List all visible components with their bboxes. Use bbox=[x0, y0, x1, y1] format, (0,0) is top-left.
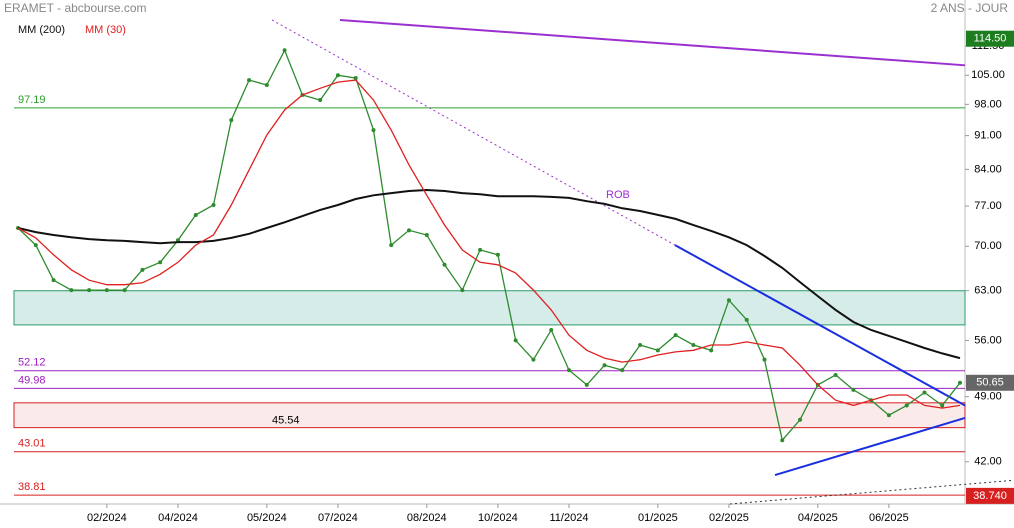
price-point bbox=[958, 380, 962, 385]
y-tick-label: 91.00 bbox=[974, 130, 1002, 142]
price-point bbox=[531, 357, 536, 362]
x-tick-label: 07/2024 bbox=[318, 512, 358, 524]
price-point bbox=[495, 252, 500, 257]
price-point bbox=[584, 382, 589, 387]
low-label-box bbox=[966, 487, 1014, 504]
last-price-text: 50.65 bbox=[976, 377, 1004, 389]
price-point bbox=[51, 278, 56, 283]
price-point bbox=[442, 262, 447, 267]
x-tick-label: 04/2024 bbox=[158, 512, 198, 524]
price-point bbox=[798, 417, 803, 422]
price-point bbox=[460, 288, 465, 293]
price-line bbox=[17, 48, 961, 442]
low-label-text: 38.740 bbox=[973, 490, 1007, 502]
price-point bbox=[104, 288, 109, 293]
y-tick-label: 84.00 bbox=[974, 163, 1002, 175]
price-point bbox=[33, 243, 38, 248]
level-label: 43.01 bbox=[18, 438, 46, 450]
x-tick-label: 04/2025 bbox=[798, 512, 838, 524]
price-point bbox=[851, 387, 856, 392]
price-point bbox=[353, 76, 358, 81]
price-point bbox=[407, 228, 412, 233]
x-tick-label: 06/2025 bbox=[869, 512, 909, 524]
price-point bbox=[318, 98, 323, 103]
price-point bbox=[389, 243, 394, 248]
price-point bbox=[940, 403, 945, 408]
price-point bbox=[620, 368, 625, 373]
y-tick-label: 63.00 bbox=[974, 285, 1002, 297]
price-point bbox=[122, 288, 127, 293]
price-point bbox=[211, 202, 216, 207]
x-tick-label: 05/2024 bbox=[247, 512, 287, 524]
price-point bbox=[602, 363, 607, 368]
price-point bbox=[673, 333, 678, 338]
y-tick-label: 105.00 bbox=[971, 69, 1005, 81]
price-point bbox=[709, 348, 714, 353]
legend-entry: MM (30) bbox=[85, 24, 126, 36]
legend-entry: MM (200) bbox=[18, 24, 65, 36]
price-point bbox=[371, 128, 376, 133]
y-tick-label: 49.00 bbox=[974, 391, 1002, 403]
x-tick-label: 10/2024 bbox=[478, 512, 518, 524]
y-tick-label: 98.00 bbox=[974, 98, 1002, 110]
high-label-box bbox=[966, 30, 1014, 47]
price-point bbox=[264, 82, 269, 87]
price-point bbox=[922, 390, 927, 395]
price-point bbox=[513, 338, 518, 343]
level-label: 97.19 bbox=[18, 94, 46, 106]
moving-average bbox=[17, 79, 961, 409]
x-tick-label: 01/2025 bbox=[638, 512, 678, 524]
level-label: 49.98 bbox=[18, 374, 46, 386]
price-point bbox=[193, 212, 198, 217]
zone-label: 45.54 bbox=[272, 415, 300, 427]
price-point bbox=[549, 328, 554, 333]
trendline bbox=[774, 416, 966, 477]
chart-title: ERAMET - abcbourse.com bbox=[4, 1, 147, 15]
price-point bbox=[726, 298, 731, 303]
price-point bbox=[691, 342, 696, 347]
price-point bbox=[69, 288, 74, 293]
price-point bbox=[229, 118, 234, 123]
price-point bbox=[833, 372, 838, 377]
y-tick-label: 70.00 bbox=[974, 240, 1002, 252]
high-label-text: 114.50 bbox=[974, 33, 1007, 45]
price-point bbox=[638, 342, 643, 347]
price-point bbox=[655, 348, 660, 353]
x-tick-label: 02/2024 bbox=[87, 512, 127, 524]
y-tick-label: 56.00 bbox=[974, 334, 1002, 346]
price-point bbox=[904, 403, 909, 408]
y-tick-label: 77.00 bbox=[974, 200, 1002, 212]
chart-subtitle: 2 ANS - JOUR bbox=[931, 1, 1009, 15]
price-point bbox=[335, 73, 340, 78]
trendline-label: ROB bbox=[606, 189, 630, 201]
price-point bbox=[247, 78, 252, 83]
price-point bbox=[566, 368, 571, 373]
y-tick-label: 42.00 bbox=[974, 456, 1002, 468]
price-point bbox=[762, 357, 767, 362]
price-point bbox=[140, 267, 145, 272]
x-tick-label: 02/2025 bbox=[709, 512, 749, 524]
zone bbox=[13, 290, 966, 326]
price-point bbox=[158, 260, 163, 265]
trendline bbox=[674, 244, 966, 407]
x-tick-label: 08/2024 bbox=[407, 512, 447, 524]
level-label: 52.12 bbox=[18, 357, 46, 369]
trendline bbox=[339, 18, 966, 67]
zone bbox=[13, 402, 966, 429]
moving-average bbox=[17, 188, 961, 360]
price-point bbox=[424, 232, 429, 237]
price-point bbox=[478, 247, 483, 252]
price-point bbox=[87, 288, 92, 293]
last-price-box bbox=[966, 374, 1014, 391]
price-point bbox=[886, 413, 891, 418]
price-point bbox=[282, 48, 287, 53]
level-label: 38.81 bbox=[18, 481, 46, 493]
price-point bbox=[780, 438, 785, 443]
trendline bbox=[271, 19, 676, 246]
price-point bbox=[744, 317, 749, 322]
x-tick-label: 11/2024 bbox=[550, 512, 589, 524]
